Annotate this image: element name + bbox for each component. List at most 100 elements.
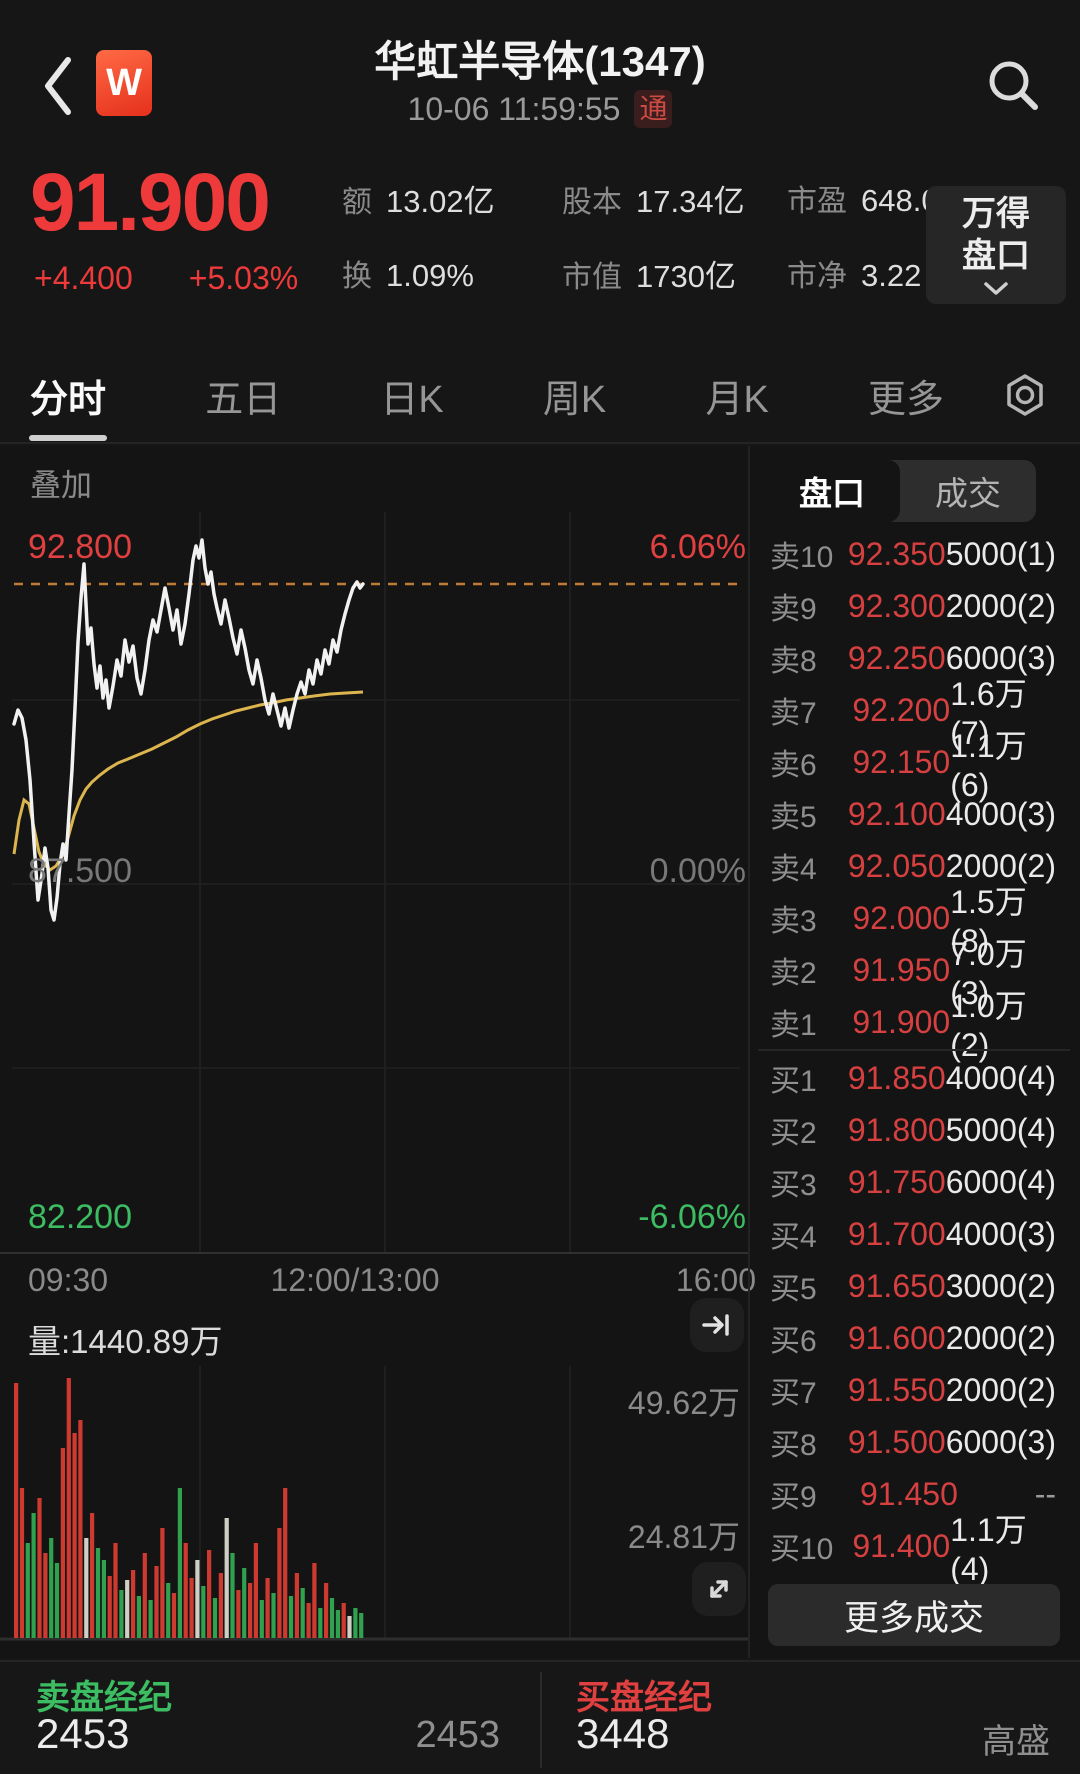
- bid-rows: 买1 91.850 4000(4) 买2 91.800 5000(4) 买3 91.750 60…: [750, 1052, 1080, 1587]
- tab-1[interactable]: 分时: [30, 368, 106, 423]
- stat-value: 1730亿: [636, 259, 736, 294]
- row-volume: 1.0万(2): [950, 987, 1027, 1063]
- row-level-label: 卖4: [770, 853, 817, 886]
- quote-stat: 市值 1730亿: [562, 251, 787, 296]
- intraday-price-chart[interactable]: [0, 512, 748, 1256]
- period-tabbar: 分时 五日 日K 周K 月K 更多: [0, 348, 1080, 444]
- order-book-row[interactable]: 卖1 91.900 1.0万(2): [750, 988, 1080, 1063]
- more-trades-button[interactable]: 更多成交: [768, 1584, 1060, 1646]
- order-book-row[interactable]: 卖10 92.350 5000(1): [750, 528, 1080, 580]
- order-book-row[interactable]: 卖7 92.200 1.6万(7): [750, 676, 1080, 751]
- tab-4[interactable]: 周K: [542, 378, 607, 421]
- order-book-row[interactable]: 卖6 92.150 1.1万(6): [750, 728, 1080, 803]
- stat-value: 648.0: [861, 183, 939, 218]
- quote-stat: 额 13.02亿: [342, 176, 562, 221]
- row-level-label: 卖3: [770, 905, 817, 938]
- buy-broker-name: 高盛: [982, 1723, 1050, 1761]
- wind-button-label-2: 盘口: [962, 237, 1030, 275]
- row-price: 92.100: [847, 795, 946, 832]
- row-price: 91.600: [847, 1319, 946, 1356]
- order-book-row[interactable]: 买2 91.800 5000(4): [750, 1104, 1080, 1156]
- row-volume: 5000(1): [945, 535, 1056, 572]
- price-change-pct: +5.03%: [188, 260, 299, 296]
- sell-broker-title: 卖盘经纪: [36, 1679, 172, 1717]
- last-price: 91.900: [30, 157, 271, 248]
- buy-broker-title: 买盘经纪: [576, 1679, 712, 1717]
- row-price: 91.650: [847, 1267, 946, 1304]
- order-book-row[interactable]: 卖3 92.000 1.5万(8): [750, 884, 1080, 959]
- tab-2[interactable]: 五日: [205, 378, 282, 421]
- volume-title: 量:1440.89万: [28, 1323, 223, 1360]
- order-book-row[interactable]: 买1 91.850 4000(4): [750, 1052, 1080, 1104]
- price-change: +4.400: [34, 260, 133, 296]
- wind-button-label-1: 万得: [962, 195, 1030, 233]
- search-icon[interactable]: [984, 56, 1042, 114]
- row-price: 92.000: [852, 899, 951, 936]
- row-level-label: 卖7: [770, 697, 817, 730]
- stat-value: 13.02亿: [386, 184, 495, 219]
- row-level-label: 买10: [770, 1533, 834, 1566]
- tab-6[interactable]: 更多: [867, 378, 944, 421]
- quote-timestamp: 10-06 11:59:55: [407, 90, 621, 127]
- order-book-row[interactable]: 买4 91.700 4000(3): [750, 1208, 1080, 1260]
- broker-queue-section: 卖盘经纪 2453 2453 买盘经纪 3448 高盛: [0, 1660, 1080, 1774]
- row-price: 91.750: [847, 1163, 946, 1200]
- row-price: 91.800: [847, 1111, 946, 1148]
- row-level-label: 卖2: [770, 957, 817, 990]
- time-axis: 09:30 12:00/13:00 16:00: [0, 1262, 756, 1300]
- order-book-row[interactable]: 卖5 92.100 4000(3): [750, 788, 1080, 840]
- stat-value: 3.22: [861, 258, 922, 293]
- wind-order-panel-button[interactable]: 万得 盘口: [926, 186, 1066, 304]
- chevron-down-icon: [984, 282, 1008, 295]
- row-level-label: 买6: [770, 1325, 817, 1358]
- quote-stats-grid: 额 13.02亿 股本 17.34亿 市盈 648.0 换 1.09% 市值 1730亿 市净 3.2…: [342, 176, 939, 296]
- back-icon[interactable]: [40, 54, 76, 118]
- order-book-row[interactable]: 买5 91.650 3000(2): [750, 1260, 1080, 1312]
- order-book-row[interactable]: 卖8 92.250 6000(3): [750, 632, 1080, 684]
- row-price: 91.950: [852, 951, 951, 988]
- quote-stat: 换 1.09%: [342, 251, 562, 296]
- chart-settings-gear-icon[interactable]: [1004, 372, 1046, 418]
- row-price: 92.200: [852, 691, 951, 728]
- row-volume: 1.6万(7): [950, 675, 1027, 751]
- row-price: 91.500: [847, 1423, 946, 1460]
- row-level-label: 买7: [770, 1377, 817, 1410]
- order-book-row[interactable]: 买3 91.750 6000(4): [750, 1156, 1080, 1208]
- quote-stat: 市盈 648.0: [787, 176, 939, 221]
- order-book-row[interactable]: 买7 91.550 2000(2): [750, 1364, 1080, 1416]
- page-title: 华虹半导体(1347): [374, 38, 706, 85]
- order-book-row[interactable]: 卖2 91.950 7.0万(3): [750, 936, 1080, 1011]
- sell-broker-count-right: 2453: [415, 1714, 500, 1756]
- row-level-label: 买9: [770, 1481, 817, 1514]
- time-close: 16:00: [675, 1262, 756, 1298]
- tab-5[interactable]: 月K: [705, 378, 769, 421]
- order-book-row[interactable]: 买8 91.500 6000(3): [750, 1416, 1080, 1468]
- orderbook-tab-switch: 盘口 成交: [764, 460, 1036, 522]
- volume-axis-mid: 24.81万: [627, 1519, 740, 1555]
- wind-app-logo[interactable]: W: [96, 50, 152, 116]
- stat-value: 1.09%: [386, 258, 474, 293]
- row-level-label: 买5: [770, 1273, 817, 1306]
- row-price: 92.350: [847, 535, 946, 572]
- row-volume: 2000(2): [945, 847, 1056, 884]
- row-price: 92.050: [847, 847, 946, 884]
- order-book-row[interactable]: 卖4 92.050 2000(2): [750, 840, 1080, 892]
- tab-chengjiao[interactable]: 成交: [935, 475, 1001, 512]
- volume-chart[interactable]: [0, 1366, 748, 1646]
- order-book-row[interactable]: 买9 91.450 --: [750, 1468, 1080, 1520]
- jump-to-latest-button[interactable]: [690, 1298, 744, 1352]
- expand-chart-button[interactable]: [692, 1562, 746, 1616]
- tab-3[interactable]: 日K: [380, 378, 444, 421]
- row-level-label: 卖10: [770, 541, 834, 574]
- row-level-label: 买4: [770, 1221, 817, 1254]
- row-volume: 3000(2): [945, 1267, 1056, 1304]
- order-book-row[interactable]: 卖9 92.300 2000(2): [750, 580, 1080, 632]
- row-price: 91.700: [847, 1215, 946, 1252]
- order-book-row[interactable]: 买6 91.600 2000(2): [750, 1312, 1080, 1364]
- header-subtitle: 10-06 11:59:55 通: [0, 90, 1080, 128]
- order-book-row[interactable]: 买10 91.400 1.1万(4): [750, 1512, 1080, 1587]
- row-level-label: 卖5: [770, 801, 817, 834]
- tab-pankou[interactable]: 盘口: [764, 460, 900, 522]
- overlay-toggle[interactable]: 叠加: [30, 468, 92, 503]
